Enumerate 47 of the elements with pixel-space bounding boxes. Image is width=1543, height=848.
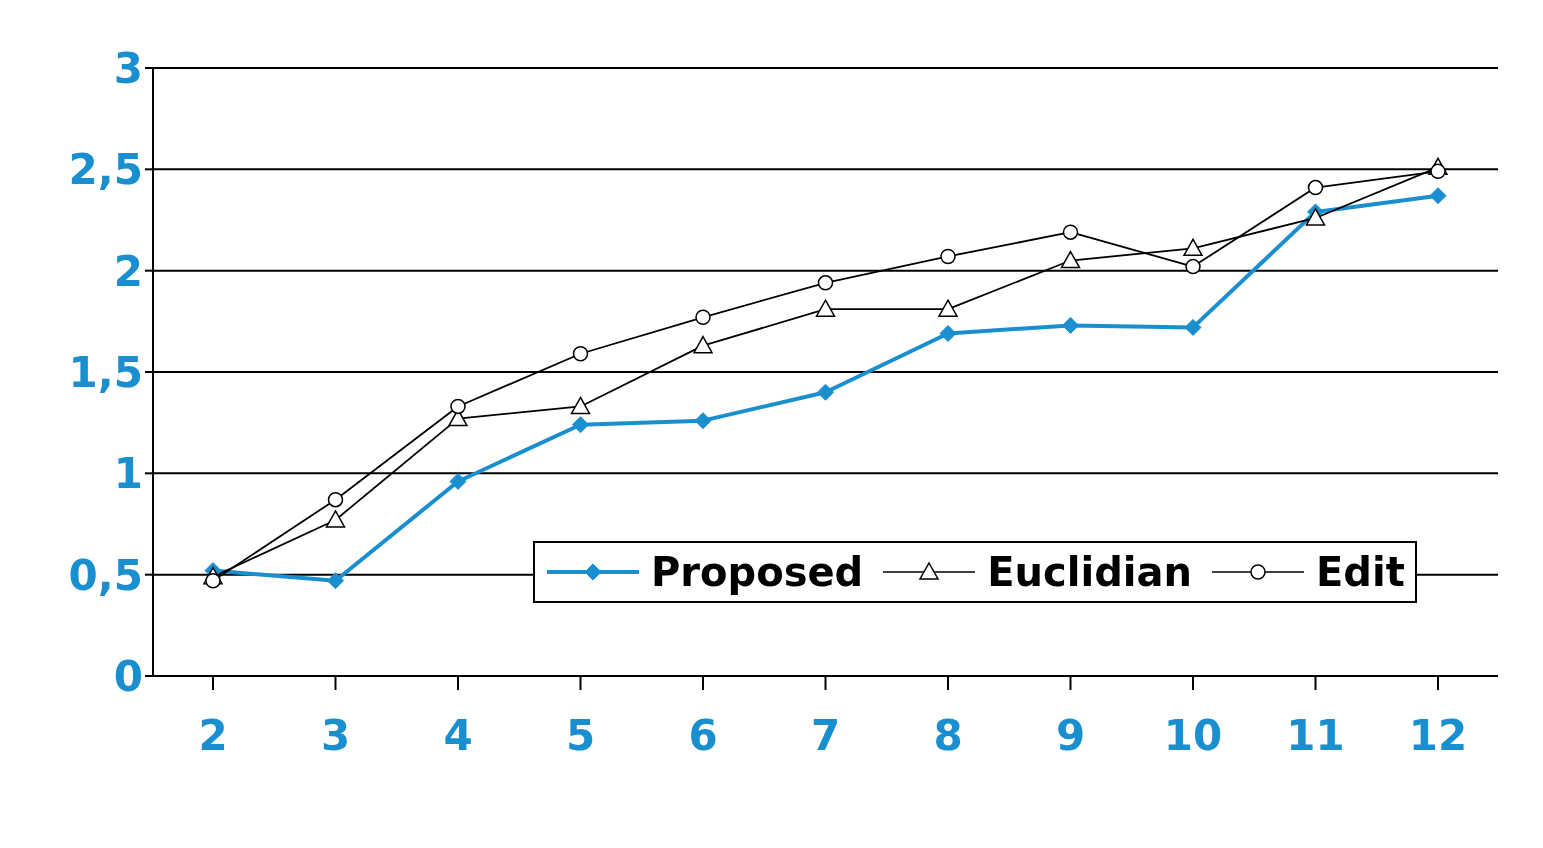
- y-tick-label: 2,5: [68, 145, 143, 195]
- point: [1305, 208, 1326, 226]
- x-tick-label: 4: [443, 710, 473, 760]
- point: [815, 299, 836, 317]
- point: [327, 572, 344, 590]
- x-tick-label: 2: [198, 710, 228, 760]
- point: [572, 346, 589, 362]
- x-tick-label: 6: [688, 710, 718, 760]
- point: [817, 383, 834, 401]
- point: [449, 472, 467, 490]
- y-tick-label: 2: [113, 246, 143, 296]
- y-tick-label: 0: [113, 651, 143, 701]
- point: [694, 412, 712, 430]
- x-tick-label: 10: [1163, 710, 1223, 760]
- point: [1185, 258, 1201, 275]
- x-tick-label: 8: [933, 710, 963, 760]
- point: [572, 416, 589, 434]
- point: [325, 510, 346, 528]
- point: [693, 335, 713, 354]
- point: [1060, 250, 1081, 269]
- y-tick-label: 3: [113, 43, 143, 93]
- point: [938, 299, 958, 317]
- y-tick-label: 0,5: [68, 550, 143, 600]
- legend-label: Edit: [1315, 549, 1405, 595]
- x-tick-label: 9: [1055, 710, 1086, 760]
- x-tick-label: 11: [1286, 710, 1345, 760]
- y-tick-label: 1: [113, 449, 143, 499]
- point: [327, 491, 344, 508]
- point: [1062, 316, 1079, 334]
- point: [817, 275, 834, 291]
- x-tick-label: 3: [320, 710, 351, 760]
- point: [695, 309, 711, 326]
- point: [1429, 187, 1447, 205]
- x-tick-label: 12: [1408, 710, 1468, 760]
- point: [1183, 238, 1203, 257]
- x-tick-label: 7: [810, 710, 841, 760]
- y-tick-label: 1,5: [68, 347, 143, 397]
- legend-label: Euclidian: [987, 549, 1192, 595]
- point: [940, 248, 956, 265]
- point: [450, 398, 466, 415]
- point: [1062, 224, 1079, 240]
- x-tick-label: 5: [565, 710, 596, 760]
- point: [939, 324, 957, 342]
- point: [570, 396, 591, 415]
- point: [1307, 179, 1324, 196]
- point: [1184, 318, 1202, 336]
- legend-label: Proposed: [651, 549, 864, 595]
